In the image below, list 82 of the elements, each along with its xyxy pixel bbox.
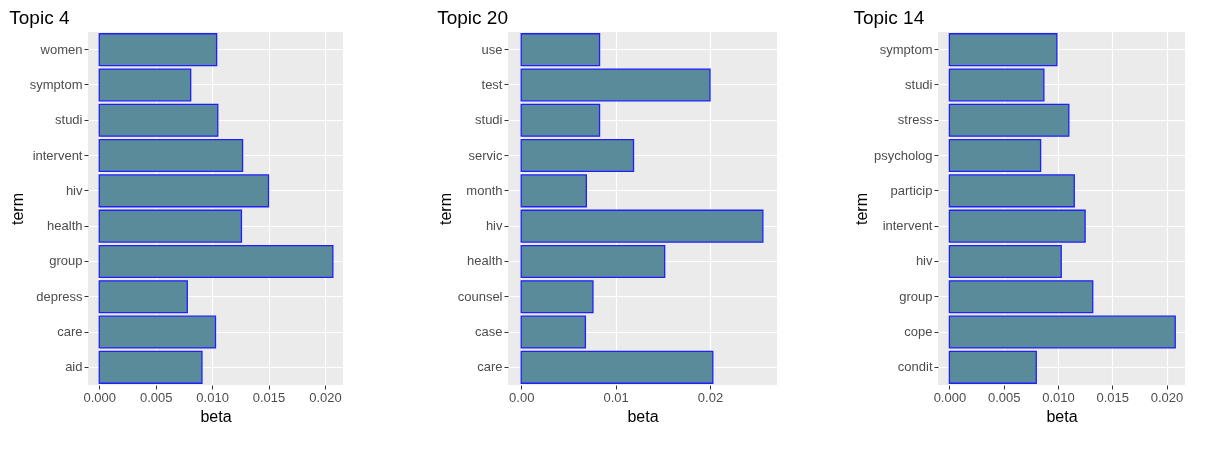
- y-tick-label: health: [47, 218, 83, 234]
- y-tick-label: particip: [890, 182, 933, 198]
- y-tick-label: group: [49, 253, 83, 269]
- bar: [98, 68, 192, 102]
- bar: [520, 33, 601, 67]
- y-tick-label: intervent: [32, 147, 83, 163]
- bar: [948, 139, 1042, 173]
- y-tick-label: case: [475, 324, 503, 340]
- x-tick-label: 0.000: [83, 389, 117, 405]
- bar: [520, 280, 594, 314]
- chart-title: Topic 14: [853, 7, 925, 28]
- y-axis-title: term: [852, 193, 870, 225]
- y-tick-label: hiv: [485, 218, 503, 234]
- y-tick-label: stress: [897, 112, 933, 128]
- bar: [520, 103, 601, 137]
- x-tick-label: 0.005: [987, 389, 1021, 405]
- bar: [948, 174, 1075, 208]
- x-axis-title: beta: [200, 407, 232, 425]
- y-tick-label: use: [481, 41, 503, 57]
- x-tick-label: 0.010: [1042, 389, 1075, 405]
- bar: [520, 315, 587, 349]
- bar: [98, 350, 203, 384]
- bar: [98, 209, 243, 243]
- bar: [948, 209, 1086, 243]
- bar: [520, 139, 635, 173]
- x-axis-title: beta: [627, 407, 659, 425]
- y-tick-label: care: [57, 324, 83, 340]
- y-tick-label: group: [899, 288, 933, 304]
- y-axis-title: term: [436, 193, 454, 225]
- x-tick-label: 0.02: [697, 389, 724, 405]
- bar: [520, 68, 711, 102]
- y-tick-label: symptom: [29, 76, 83, 92]
- bar: [948, 244, 1062, 278]
- y-tick-label: symptom: [879, 41, 933, 57]
- bar: [98, 33, 218, 67]
- y-tick-label: cope: [904, 324, 933, 340]
- x-tick-label: 0.01: [603, 389, 629, 405]
- bar: [948, 350, 1037, 384]
- y-tick-label: aid: [65, 359, 83, 375]
- y-tick-label: psycholog: [873, 147, 933, 163]
- bar: [948, 315, 1176, 349]
- bar: [948, 280, 1094, 314]
- x-tick-label: 0.005: [139, 389, 173, 405]
- x-tick-label: 0.015: [1096, 389, 1130, 405]
- bar: [98, 139, 244, 173]
- x-tick-label: 0.000: [933, 389, 967, 405]
- y-tick-label: women: [39, 41, 83, 57]
- bar: [520, 174, 587, 208]
- chart-title: Topic 20: [437, 7, 508, 28]
- bar: [98, 244, 334, 278]
- y-tick-label: depress: [36, 288, 83, 304]
- bar: [98, 174, 270, 208]
- x-tick-label: 0.010: [196, 389, 229, 405]
- x-tick-label: 0.015: [252, 389, 286, 405]
- y-tick-label: studi: [475, 112, 503, 128]
- x-tick-label: 0.020: [309, 389, 342, 405]
- bar: [98, 315, 217, 349]
- bar: [948, 33, 1058, 67]
- y-tick-label: month: [466, 182, 503, 198]
- y-tick-label: studi: [55, 112, 83, 128]
- y-tick-label: health: [467, 253, 503, 269]
- bar: [948, 103, 1070, 137]
- y-tick-label: hiv: [65, 182, 83, 198]
- y-tick-label: intervent: [882, 218, 933, 234]
- x-axis-title: beta: [1046, 407, 1078, 425]
- y-tick-label: condit: [897, 359, 933, 375]
- x-tick-label: 0.020: [1150, 389, 1184, 405]
- chart-title: Topic 4: [9, 7, 70, 28]
- bar: [98, 280, 188, 314]
- bar: [98, 103, 219, 137]
- bar: [948, 68, 1045, 102]
- y-tick-label: test: [481, 76, 503, 92]
- bar: [520, 244, 666, 278]
- bar: [520, 350, 714, 384]
- y-tick-label: studi: [905, 76, 933, 92]
- y-tick-label: care: [477, 359, 503, 375]
- bar: [520, 209, 764, 243]
- x-tick-label: 0.00: [509, 389, 535, 405]
- y-tick-label: hiv: [915, 253, 933, 269]
- y-tick-label: counsel: [457, 288, 503, 304]
- y-tick-label: servic: [468, 147, 503, 163]
- y-axis-title: term: [8, 193, 26, 225]
